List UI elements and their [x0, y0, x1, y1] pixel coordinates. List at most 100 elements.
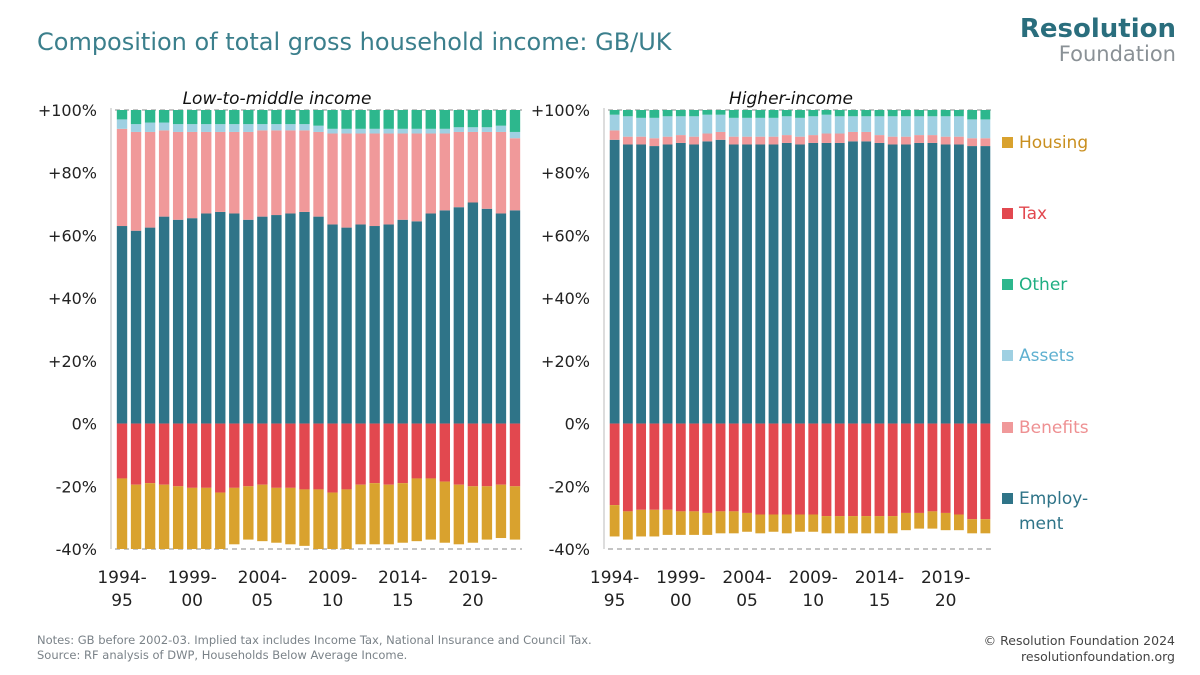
- hi-x-tick-label: 15: [869, 591, 891, 611]
- hi-bar-tax: [861, 423, 872, 517]
- hi-bar-other: [914, 110, 925, 117]
- lmi-bar-assets: [144, 122, 156, 132]
- logo-line1: Resolution: [1019, 14, 1176, 44]
- lmi-bar-other: [439, 110, 451, 129]
- hi-bar-assets: [689, 116, 699, 137]
- hi-bar-housing: [821, 516, 832, 534]
- hi-bar-assets: [887, 116, 898, 137]
- lmi-bar-benefits: [215, 131, 226, 212]
- hi-bar-housing: [861, 516, 872, 534]
- lmi-bar-employment: [341, 227, 352, 424]
- hi-bar-other: [768, 110, 779, 118]
- hi-y-tick-label: -40%: [549, 540, 590, 559]
- hi-bar-assets: [808, 116, 819, 136]
- hi-bar-assets: [795, 117, 805, 137]
- hi-bar-tax: [675, 423, 686, 512]
- hi-bar-employment: [808, 142, 819, 424]
- lmi-bar-benefits: [355, 133, 366, 225]
- hi-bar-employment: [940, 144, 951, 424]
- lmi-bar-assets: [383, 128, 394, 134]
- hi-bar-employment: [914, 142, 925, 424]
- hi-bar-assets: [755, 117, 766, 137]
- lmi-bar-employment: [313, 216, 324, 424]
- lmi-bar-other: [144, 110, 156, 123]
- lmi-bar-tax: [215, 423, 226, 493]
- lmi-bar-other: [243, 110, 254, 125]
- lmi-bar-housing: [355, 484, 366, 545]
- hi-bar-benefits: [953, 136, 964, 145]
- hi-bar-housing: [980, 519, 991, 534]
- hi-y-tick-label: +80%: [541, 164, 590, 183]
- credits-line1: © Resolution Foundation 2024: [983, 633, 1175, 648]
- lmi-bar-other: [383, 110, 394, 129]
- lmi-bar-assets: [439, 128, 451, 134]
- hi-bar-assets: [901, 116, 911, 137]
- lmi-bar-tax: [243, 423, 254, 487]
- hi-x-tick-label: 20: [935, 591, 957, 611]
- lmi-bar-benefits: [299, 130, 310, 212]
- hi-bar-benefits: [636, 136, 647, 145]
- hi-bar-benefits: [887, 136, 898, 145]
- lmi-y-tick-label: +20%: [48, 352, 97, 371]
- lmi-bar-assets: [355, 128, 366, 134]
- lmi-bar-benefits: [509, 138, 521, 211]
- lmi-bar-employment: [425, 213, 436, 424]
- lmi-bar-other: [453, 110, 465, 128]
- hi-bar-housing: [742, 512, 752, 532]
- lmi-bar-other: [341, 110, 352, 129]
- lmi-x-tick-label: 05: [252, 591, 274, 611]
- hi-bar-other: [728, 110, 739, 118]
- hi-bar-assets: [768, 117, 779, 137]
- hi-bar-employment: [834, 142, 845, 424]
- lmi-bar-employment: [130, 230, 142, 424]
- lmi-bar-other: [229, 110, 240, 125]
- lmi-panel: Low-to-middle income +100% +80% +60% +40% +20…: [38, 89, 522, 611]
- lmi-bar-tax: [271, 423, 282, 488]
- hi-bar-tax: [609, 423, 620, 506]
- lmi-bar-benefits: [481, 131, 493, 209]
- hi-x-tick-label: 2019-: [921, 568, 970, 588]
- hi-bar-other: [848, 110, 858, 117]
- lmi-bar-housing: [186, 487, 198, 549]
- lmi-bar-other: [397, 110, 408, 129]
- hi-bar-employment: [927, 142, 938, 424]
- hi-bar-assets: [821, 114, 832, 134]
- lmi-bar-benefits: [229, 131, 240, 214]
- lmi-y-tick-label: -20%: [56, 477, 97, 496]
- lmi-bar-benefits: [397, 133, 408, 220]
- hi-bar-tax: [728, 423, 739, 512]
- lmi-bar-tax: [130, 423, 142, 485]
- hi-bar-employment: [901, 144, 911, 424]
- lmi-bar-housing: [116, 478, 128, 549]
- lmi-x-tick-label: 1999-: [167, 568, 216, 588]
- hi-bar-employment: [755, 144, 766, 424]
- hi-bar-employment: [728, 144, 739, 424]
- hi-x-tick-label: 2009-: [789, 568, 838, 588]
- lmi-x-tick-label: 2014-: [378, 568, 427, 588]
- lmi-bar-benefits: [201, 131, 212, 214]
- lmi-bar-tax: [495, 423, 507, 485]
- lmi-bar-other: [285, 110, 296, 125]
- lmi-bar-tax: [144, 423, 156, 484]
- hi-bar-other: [742, 110, 752, 118]
- lmi-bar-assets: [411, 128, 422, 134]
- hi-bar-other: [675, 110, 686, 117]
- lmi-bar-tax: [411, 423, 422, 479]
- lmi-bar-tax: [116, 423, 128, 479]
- lmi-bar-assets: [243, 124, 254, 132]
- lmi-bar-employment: [299, 211, 310, 424]
- hi-bar-assets: [675, 116, 686, 136]
- lmi-bar-housing: [172, 486, 184, 549]
- lmi-bar-other: [186, 110, 198, 125]
- lmi-bar-housing: [369, 483, 380, 545]
- hi-bar-benefits: [742, 136, 752, 145]
- lmi-bar-housing: [313, 489, 324, 549]
- legend-swatch-employment: [1002, 493, 1013, 504]
- lmi-bar-benefits: [467, 131, 479, 203]
- hi-bar-housing: [834, 516, 845, 534]
- lmi-bar-employment: [116, 226, 128, 424]
- hi-bar-assets: [953, 116, 964, 137]
- legend-swatch-tax: [1002, 208, 1013, 219]
- hi-bar-employment: [768, 144, 779, 424]
- hi-bar-tax: [689, 423, 699, 512]
